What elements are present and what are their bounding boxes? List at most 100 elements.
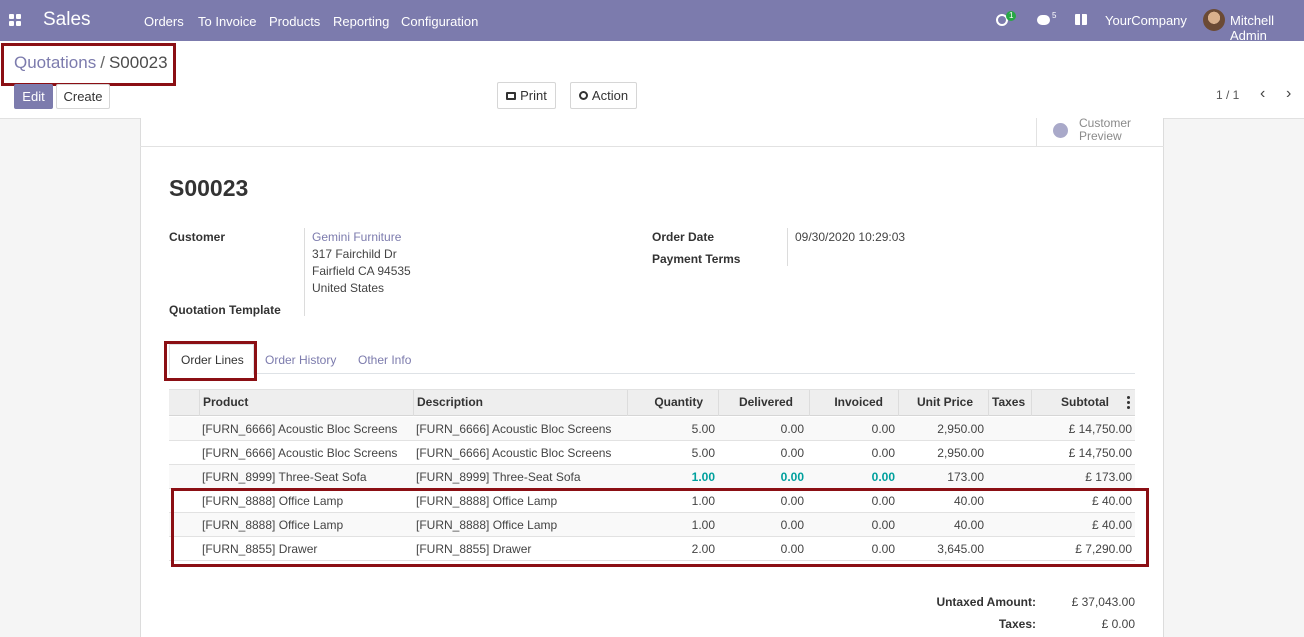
customer-address-line1: 317 Fairchild Dr <box>312 247 397 261</box>
edit-button[interactable]: Edit <box>14 84 53 109</box>
cell-delivered: 0.00 <box>780 542 804 556</box>
tab-order-lines-frame <box>169 344 254 375</box>
cell-product: [FURN_8888] Office Lamp <box>202 518 344 532</box>
cell-invoiced: 0.00 <box>871 518 895 532</box>
cell-quantity: 1.00 <box>691 518 715 532</box>
customer-preview-line2: Preview <box>1079 129 1122 143</box>
customer-field-divider <box>304 228 305 316</box>
company-switcher[interactable]: YourCompany <box>1105 13 1187 28</box>
breadcrumb-current: S00023 <box>108 53 168 72</box>
cell-unit-price: 40.00 <box>953 518 984 532</box>
cell-description: [FURN_8888] Office Lamp <box>416 518 558 532</box>
cell-subtotal: £ 14,750.00 <box>1068 446 1132 460</box>
optional-columns-menu-icon[interactable] <box>1127 396 1130 409</box>
cell-quantity: 1.00 <box>691 494 715 508</box>
menu-configuration[interactable]: Configuration <box>401 14 479 29</box>
print-button[interactable]: Print <box>497 82 556 109</box>
customer-address-line3: United States <box>312 281 385 295</box>
cell-unit-price: 2,950.00 <box>937 446 984 460</box>
message-count-badge: 5 <box>1052 11 1057 20</box>
cell-unit-price: 40.00 <box>953 494 984 508</box>
cell-unit-price: 3,645.00 <box>937 542 984 556</box>
pager-value[interactable]: 1 / 1 <box>1216 88 1240 102</box>
order-line-row[interactable] <box>169 441 1135 465</box>
cell-product: [FURN_8888] Office Lamp <box>202 494 344 508</box>
pager-previous-icon[interactable]: ‹ <box>1260 85 1266 102</box>
order-date-label: Order Date <box>652 230 715 244</box>
breadcrumb: Quotations / S00023 <box>14 53 168 73</box>
user-avatar[interactable] <box>1203 9 1225 31</box>
order-line-row[interactable] <box>169 513 1135 537</box>
cell-quantity: 1.00 <box>691 470 715 484</box>
column-header-description[interactable]: Description <box>417 395 484 409</box>
menu-products[interactable]: Products <box>269 14 321 29</box>
cell-invoiced: 0.00 <box>871 542 895 556</box>
column-header-invoiced[interactable]: Invoiced <box>834 395 883 409</box>
pager-next-icon[interactable]: › <box>1286 85 1292 102</box>
customer-link[interactable]: Gemini Furniture <box>312 230 402 244</box>
messages-chat-icon[interactable] <box>1037 15 1050 25</box>
cell-quantity: 2.00 <box>691 542 715 556</box>
cell-subtotal: £ 14,750.00 <box>1068 422 1132 436</box>
order-line-row[interactable] <box>169 537 1135 561</box>
action-label: Action <box>591 88 629 103</box>
create-button[interactable]: Create <box>56 84 110 109</box>
cell-unit-price: 173.00 <box>947 470 984 484</box>
cell-subtotal: £ 40.00 <box>1091 494 1132 508</box>
menu-orders[interactable]: Orders <box>144 14 184 29</box>
customer-preview-line1: Customer <box>1079 116 1132 130</box>
menu-to-invoice[interactable]: To Invoice <box>198 14 257 29</box>
gift-icon[interactable] <box>1075 14 1087 25</box>
order-lines-highlight-box <box>171 488 1149 567</box>
cell-invoiced: 0.00 <box>871 470 895 484</box>
globe-icon <box>1053 123 1068 138</box>
cell-subtotal: £ 7,290.00 <box>1075 542 1132 556</box>
cell-description: [FURN_6666] Acoustic Bloc Screens <box>416 422 612 436</box>
breadcrumb-quotations-link[interactable]: Quotations <box>14 53 97 72</box>
tab-order-lines[interactable]: Order Lines <box>181 353 244 367</box>
cell-description: [FURN_8888] Office Lamp <box>416 494 558 508</box>
activity-count-badge: 1 <box>1006 11 1017 21</box>
cell-subtotal: £ 173.00 <box>1085 470 1132 484</box>
action-button[interactable]: Action <box>570 82 637 109</box>
cell-invoiced: 0.00 <box>871 446 895 460</box>
order-line-row[interactable] <box>169 417 1135 441</box>
order-date-divider <box>787 228 788 266</box>
print-label: Print <box>520 88 547 103</box>
apps-menu-icon[interactable] <box>9 14 21 26</box>
record-title: S00023 <box>169 175 249 201</box>
cell-unit-price: 2,950.00 <box>937 422 984 436</box>
order-line-row[interactable] <box>169 489 1135 513</box>
cell-delivered: 0.00 <box>780 446 804 460</box>
menu-reporting[interactable]: Reporting <box>333 14 390 29</box>
gear-icon <box>578 91 588 100</box>
untaxed-amount-value: £ 37,043.00 <box>1071 595 1135 609</box>
order-lines-table-header <box>169 389 1135 416</box>
customer-preview-button[interactable]: Customer Preview <box>1036 116 1164 147</box>
cell-invoiced: 0.00 <box>871 422 895 436</box>
column-header-unit-price[interactable]: Unit Price <box>916 395 973 409</box>
cell-delivered: 0.00 <box>780 422 804 436</box>
customer-label: Customer <box>169 230 226 244</box>
breadcrumb-separator: / <box>100 53 105 72</box>
column-header-quantity[interactable]: Quantity <box>654 395 703 409</box>
order-lines-tab-highlight-box <box>164 341 257 381</box>
column-header-taxes[interactable]: Taxes <box>992 395 1026 409</box>
breadcrumb-highlight-box <box>1 43 176 86</box>
column-header-delivered[interactable]: Delivered <box>738 395 793 409</box>
cell-description: [FURN_8855] Drawer <box>416 542 532 556</box>
cell-quantity: 5.00 <box>691 446 715 460</box>
quotation-template-label: Quotation Template <box>169 303 281 317</box>
user-menu[interactable]: Mitchell Admin <box>1230 13 1275 43</box>
cell-delivered: 0.00 <box>780 470 804 484</box>
tab-order-history[interactable]: Order History <box>265 353 337 367</box>
order-date-value: 09/30/2020 10:29:03 <box>795 230 906 244</box>
cell-subtotal: £ 40.00 <box>1091 518 1132 532</box>
cell-invoiced: 0.00 <box>871 494 895 508</box>
tab-other-info[interactable]: Other Info <box>358 353 412 367</box>
printer-icon <box>506 91 517 100</box>
cell-description: [FURN_8999] Three-Seat Sofa <box>416 470 581 484</box>
column-header-product[interactable]: Product <box>203 395 249 409</box>
column-header-subtotal[interactable]: Subtotal <box>1061 395 1109 409</box>
taxes-total-value: £ 0.00 <box>1101 617 1135 631</box>
